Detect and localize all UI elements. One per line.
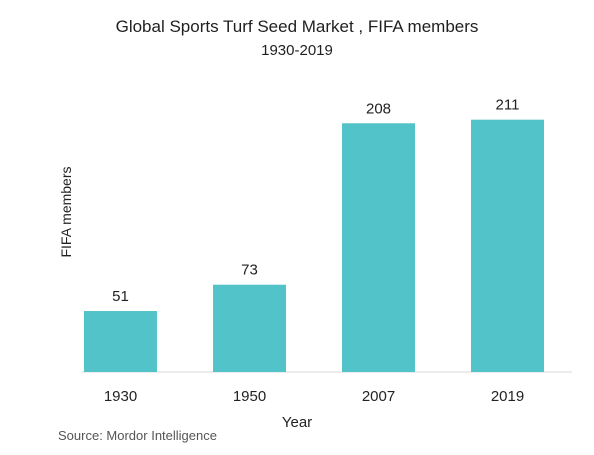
x-tick-1950: 1950 [233, 388, 266, 405]
source-note: Source: Mordor Intelligence [58, 428, 217, 443]
data-label-2019: 211 [496, 97, 520, 114]
x-tick-2007: 2007 [362, 388, 395, 405]
data-label-1930: 51 [112, 288, 129, 305]
bar-2007 [342, 123, 415, 373]
data-label-2007: 208 [366, 100, 391, 117]
x-tick-1930: 1930 [104, 388, 137, 405]
bar-1950 [213, 284, 286, 372]
bar-1930 [84, 311, 157, 372]
chart-title: Global Sports Turf Seed Market , FIFA me… [115, 17, 479, 36]
data-label-1950: 73 [241, 262, 258, 279]
bar-2019 [471, 119, 544, 372]
x-tick-2019: 2019 [491, 388, 524, 405]
chart-subtitle: 1930-2019 [261, 42, 333, 59]
x-axis-label: Year [281, 414, 313, 431]
